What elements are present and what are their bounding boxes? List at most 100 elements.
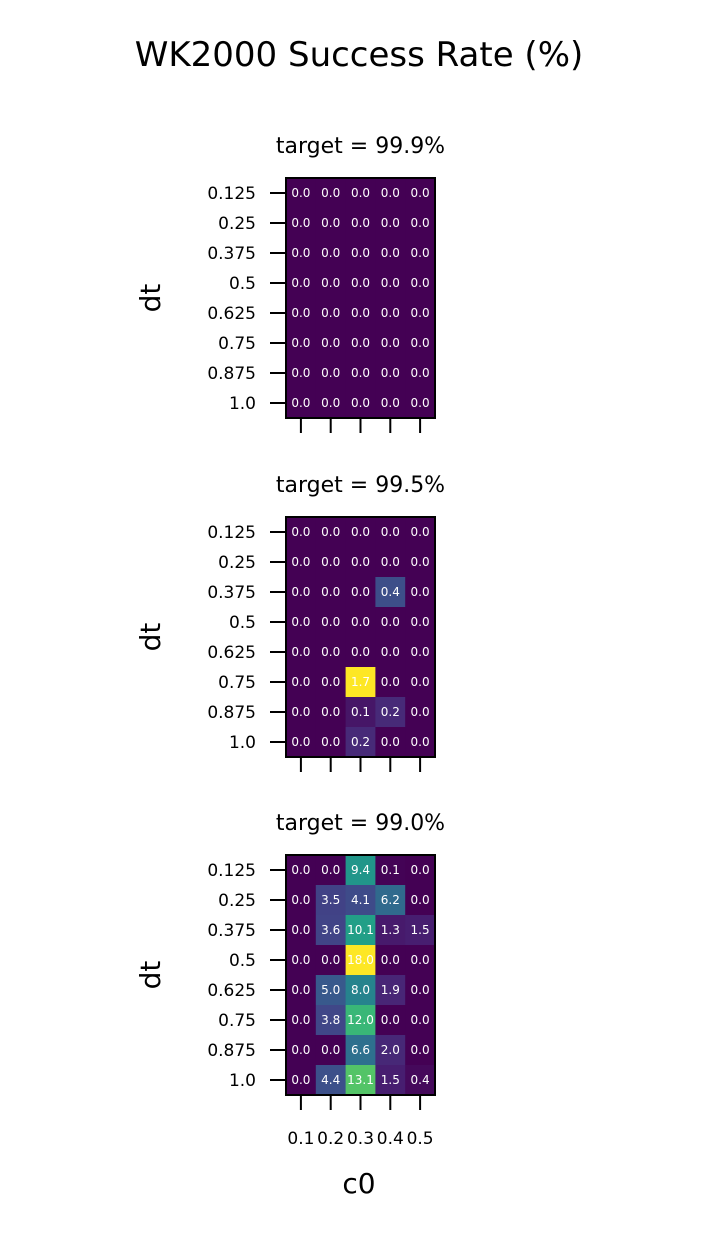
heatmap-cell [405,1065,436,1096]
cell-value-label: 0.0 [411,863,430,877]
cell-value-label: 6.2 [381,893,400,907]
heatmap-cell [345,915,376,946]
cell-value-label: 0.0 [321,615,340,629]
heatmap-cell [286,238,317,269]
heatmap-cell [286,328,317,359]
panel-title: target = 99.9% [276,134,445,159]
y-tick-label: 0.875 [207,1041,256,1061]
heatmap-cell [405,727,436,758]
cell-value-label: 0.0 [291,735,310,749]
heatmap-panel: target = 99.0% 0.0 0.0 9.4 0.1 0.0 0.0 3.5 4.1 6.… [134,811,445,1149]
cell-value-label: 1.7 [351,675,370,689]
cell-value-label: 4.1 [351,893,370,907]
cell-value-label: 0.0 [411,1013,430,1027]
heatmap-cell [375,238,406,269]
cell-value-label: 0.0 [291,863,310,877]
heatmap-cell [345,945,376,976]
heatmap-cell [345,1035,376,1066]
cell-value-label: 6.6 [351,1043,370,1057]
heatmap-cell [375,975,406,1006]
cell-value-label: 0.0 [381,525,400,539]
cell-value-label: 0.0 [411,735,430,749]
cell-value-label: 0.0 [291,1043,310,1057]
cell-value-label: 0.0 [321,953,340,967]
heatmap-cell [345,607,376,638]
cell-value-label: 0.0 [411,893,430,907]
heatmap-cell [405,667,436,698]
cell-value-label: 0.0 [381,555,400,569]
heatmap-cell [286,547,317,578]
cell-value-label: 0.0 [321,396,340,410]
heatmap-cell [345,1005,376,1036]
heatmap-cell [286,975,317,1006]
heatmap-cell [286,298,317,329]
heatmap-cell [375,667,406,698]
cell-value-label: 0.0 [411,1043,430,1057]
y-tick-label: 1.0 [229,733,256,753]
heatmap-cell [286,358,317,389]
heatmap-cell [315,697,346,728]
heatmap-cell [315,268,346,299]
heatmap-cell [375,727,406,758]
heatmap-cell [315,358,346,389]
heatmap-cell [315,637,346,668]
y-tick-label: 0.125 [207,184,256,204]
heatmap-cell [345,577,376,608]
heatmap-cell [405,268,436,299]
heatmap-cell [286,208,317,239]
y-tick-label: 0.5 [229,613,256,633]
cell-value-label: 0.0 [381,675,400,689]
heatmap-cell [345,855,376,886]
heatmap-cell [315,945,346,976]
cell-value-label: 0.0 [411,276,430,290]
cell-value-label: 0.0 [381,336,400,350]
heatmap-cell [286,1005,317,1036]
heatmap-cell [405,1035,436,1066]
cell-value-label: 0.0 [381,306,400,320]
heatmap-cell [315,667,346,698]
heatmap-cell [405,1005,436,1036]
heatmap-cell [286,667,317,698]
y-tick-label: 1.0 [229,394,256,414]
heatmap-cell [345,208,376,239]
heatmap-cell [405,885,436,916]
heatmap-cell [286,637,317,668]
cell-value-label: 0.0 [381,953,400,967]
heatmap-cell [405,388,436,419]
cell-value-label: 0.0 [291,615,310,629]
cell-value-label: 0.1 [381,863,400,877]
cell-value-label: 3.8 [321,1013,340,1027]
cell-value-label: 0.0 [411,186,430,200]
cell-value-label: 0.0 [381,246,400,260]
cell-value-label: 18.0 [347,953,374,967]
y-tick-label: 0.75 [218,673,256,693]
cell-value-label: 13.1 [347,1073,374,1087]
heatmap-cell [315,1065,346,1096]
heatmap-cell [405,358,436,389]
heatmap-cell [315,915,346,946]
cell-value-label: 0.0 [411,306,430,320]
cell-value-label: 0.0 [411,246,430,260]
cell-value-label: 10.1 [347,923,374,937]
cell-value-label: 0.0 [351,216,370,230]
heatmap-cell [375,358,406,389]
cell-value-label: 0.0 [321,525,340,539]
heatmap-cell [405,637,436,668]
heatmap-cell [345,885,376,916]
heatmap-cell [315,328,346,359]
cell-value-label: 0.0 [321,216,340,230]
x-tick-label: 0.2 [317,1129,344,1149]
cell-value-label: 0.0 [411,366,430,380]
cell-value-label: 0.0 [291,186,310,200]
cell-value-label: 0.0 [381,366,400,380]
heatmap-cell [345,238,376,269]
heatmap-cell [315,208,346,239]
y-axis-label: dt [134,961,167,990]
heatmap-cell [375,945,406,976]
cell-value-label: 1.5 [381,1073,400,1087]
cell-value-label: 0.0 [411,585,430,599]
cell-value-label: 0.2 [351,735,370,749]
cell-value-label: 0.2 [381,705,400,719]
heatmap-cell [315,855,346,886]
heatmap-cell [315,1005,346,1036]
